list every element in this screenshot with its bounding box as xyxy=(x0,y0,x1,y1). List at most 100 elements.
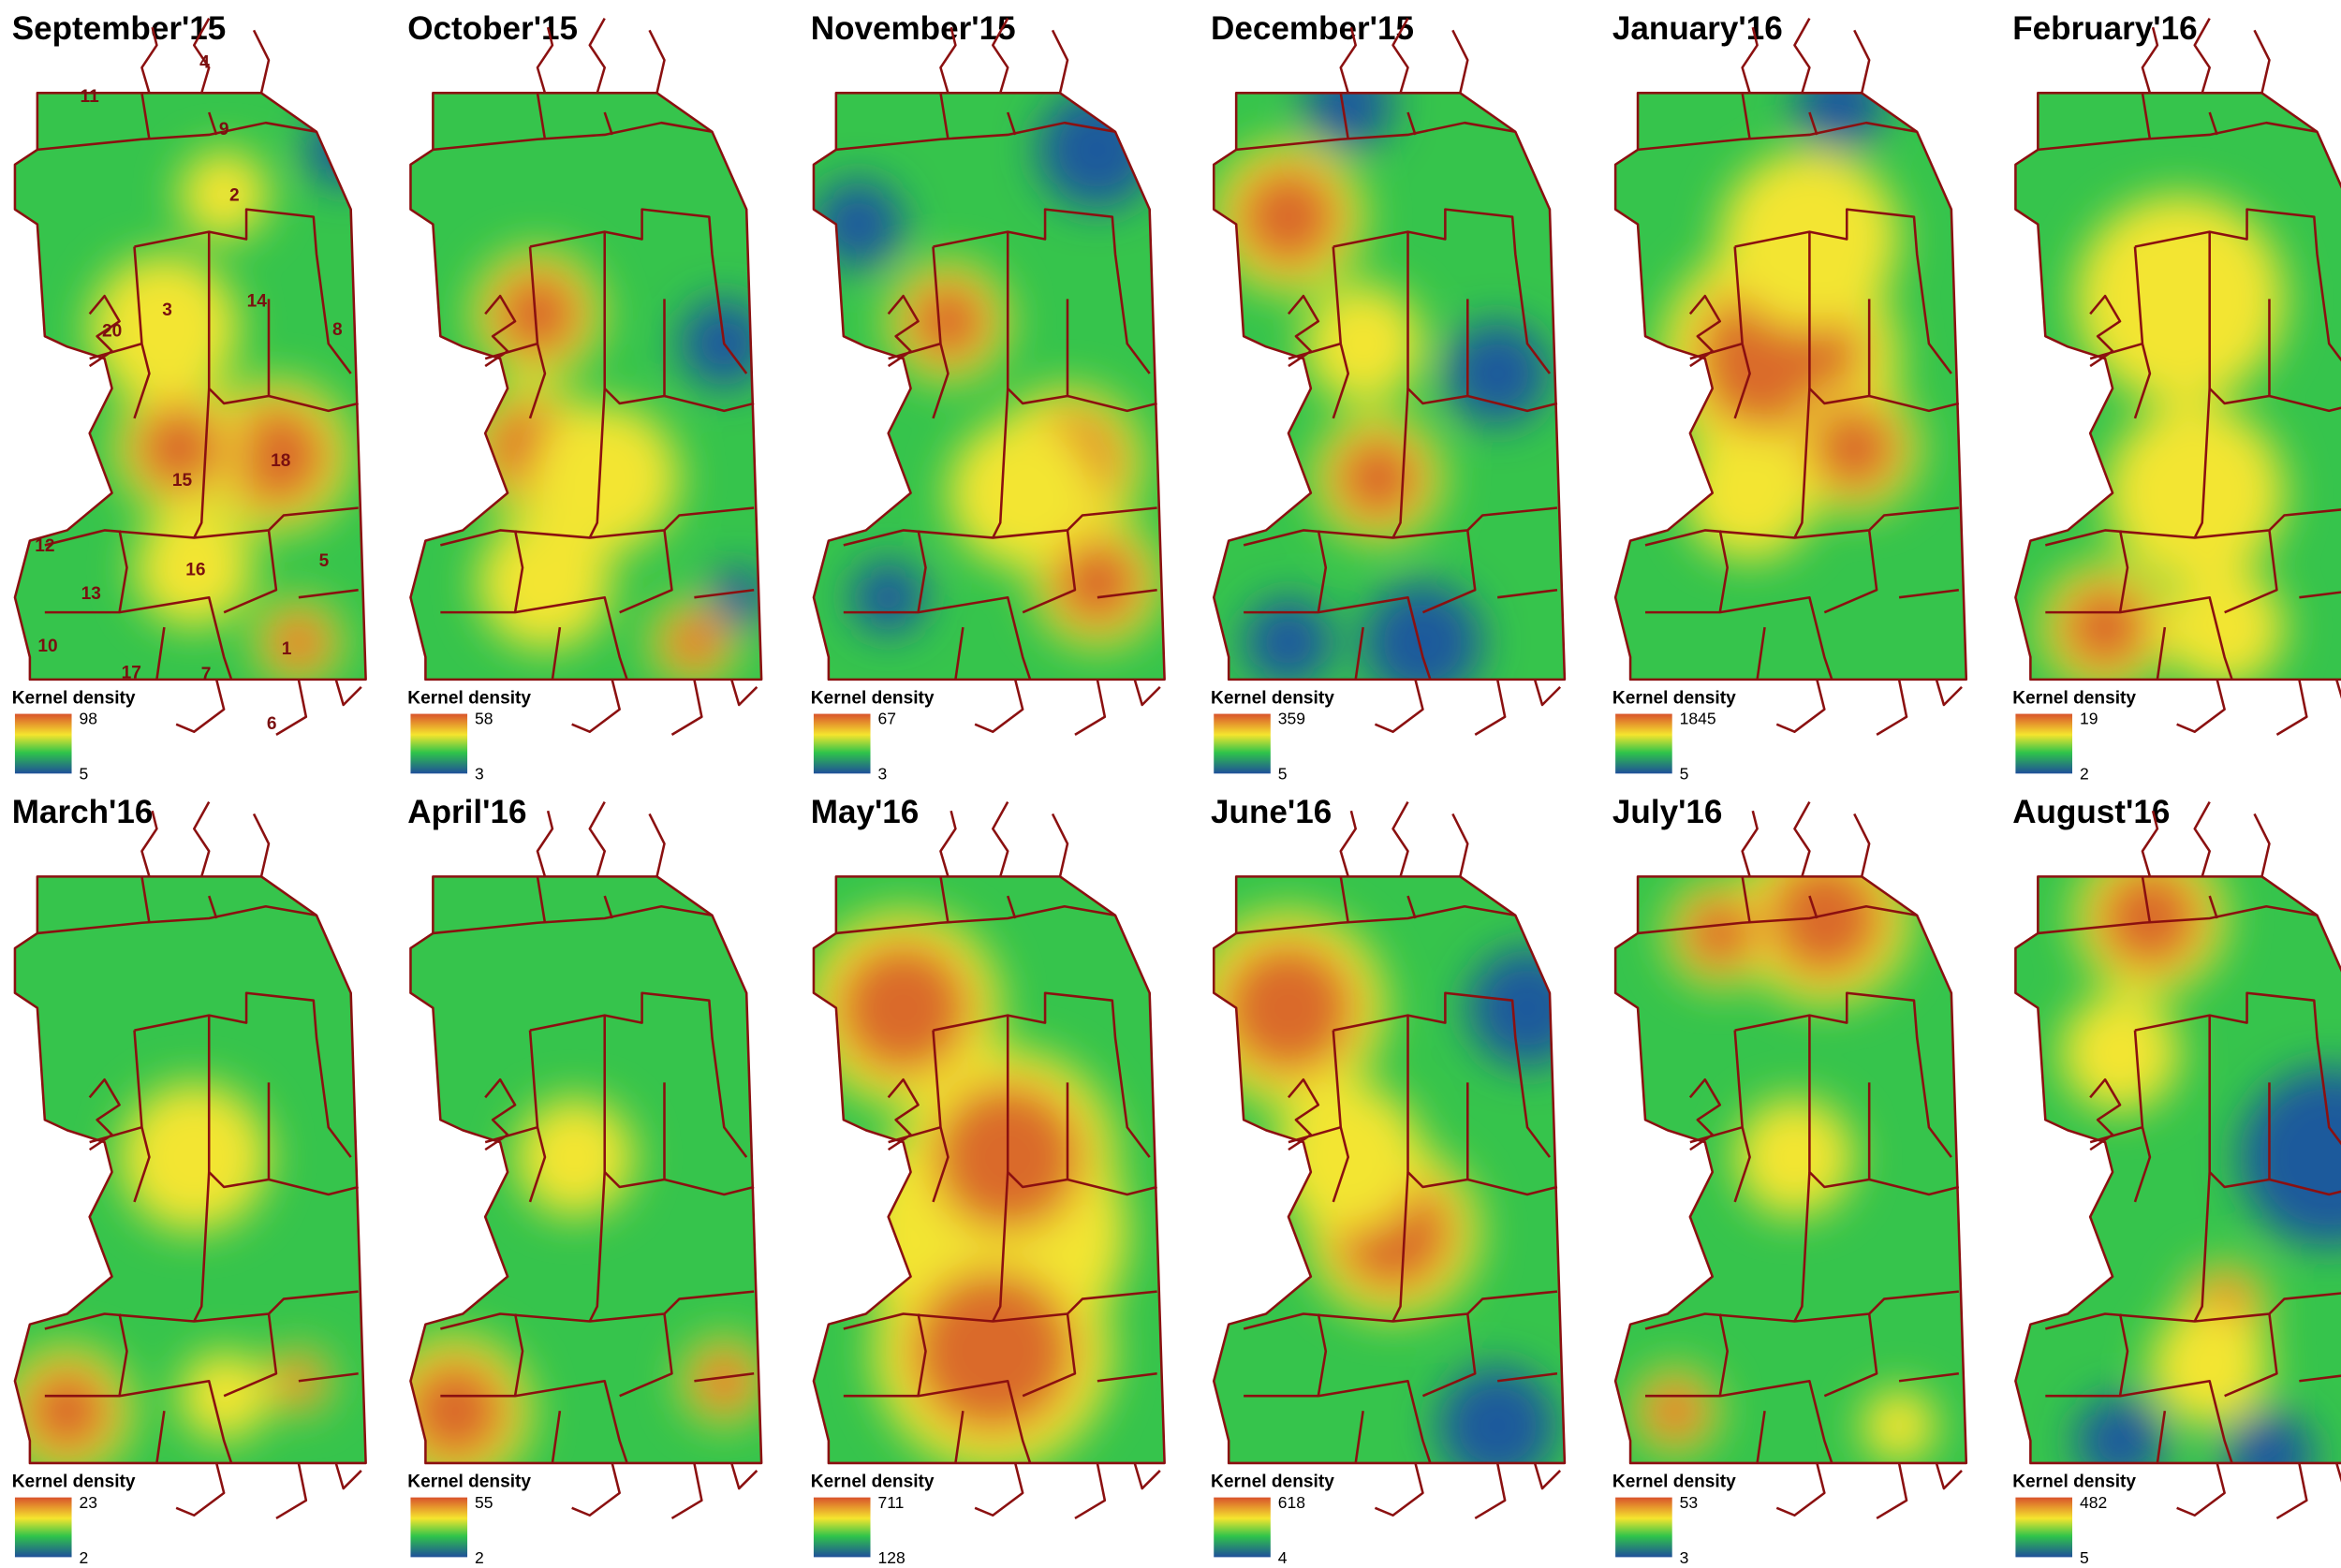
density-blob xyxy=(134,507,255,628)
legend-ramp xyxy=(14,713,72,774)
density-blob xyxy=(1303,93,1393,150)
density-blob xyxy=(905,279,991,363)
legend-title: Kernel density xyxy=(12,1472,136,1491)
map-panel: January'16 Kernel density 1845 5 xyxy=(1612,10,1968,784)
district-label: 14 xyxy=(247,292,268,312)
district-label: 17 xyxy=(122,664,141,683)
legend-ramp xyxy=(410,713,468,774)
district-label: 13 xyxy=(81,584,101,604)
district-label: 2 xyxy=(229,185,240,205)
legend-title: Kernel density xyxy=(811,1472,935,1491)
density-blob xyxy=(2149,1306,2270,1427)
density-blob xyxy=(119,1082,269,1232)
density-surface xyxy=(1214,876,1565,1463)
density-surface xyxy=(813,93,1165,680)
legend-min: 5 xyxy=(1278,765,1288,784)
legend-ramp xyxy=(1214,713,1271,774)
density-blob xyxy=(835,940,971,1076)
density-surface xyxy=(410,93,762,680)
density-blob xyxy=(478,515,612,651)
density-blob xyxy=(2075,194,2285,403)
density-blobs xyxy=(813,93,1163,648)
map-panel: September'15 4 11 9 2 14 3 20 8 18 15 12 16 5 13 10 1 17 7… xyxy=(12,10,367,784)
legend-min: 2 xyxy=(475,1548,484,1567)
density-surface xyxy=(1214,93,1565,680)
legend-max: 67 xyxy=(878,710,896,728)
density-blob xyxy=(1053,537,1142,628)
legend-max: 1845 xyxy=(1680,710,1716,728)
density-blob xyxy=(1303,284,1423,403)
legend-min: 3 xyxy=(1680,1548,1689,1567)
legend-max: 23 xyxy=(80,1493,97,1512)
density-blob xyxy=(1362,582,1483,680)
panel-title: May'16 xyxy=(811,794,920,830)
legend-ramp xyxy=(1615,1497,1672,1558)
density-blob xyxy=(493,269,582,359)
panel-title: March'16 xyxy=(12,794,154,830)
district-label: 15 xyxy=(172,471,193,491)
map-panel: April'16 Kernel density 55 2 xyxy=(407,794,763,1567)
density-blob xyxy=(1682,896,1758,971)
density-blob xyxy=(1764,876,1885,978)
density-surface xyxy=(410,876,762,1463)
legend-max: 98 xyxy=(80,710,97,728)
panel-title: August'16 xyxy=(2012,794,2170,830)
legend-title: Kernel density xyxy=(1612,1472,1736,1491)
density-blob xyxy=(530,403,680,553)
density-blob xyxy=(850,560,926,636)
legend-min: 2 xyxy=(2080,765,2089,784)
density-blob xyxy=(664,612,725,672)
district-label: 5 xyxy=(319,551,330,571)
panel-title: July'16 xyxy=(1612,794,1723,830)
district-label: 4 xyxy=(199,52,210,72)
legend-ramp xyxy=(1615,713,1672,774)
density-blob xyxy=(1794,93,1885,150)
density-blob xyxy=(1236,164,1341,270)
legend-title: Kernel density xyxy=(811,688,935,708)
legend-title: Kernel density xyxy=(1211,688,1334,708)
density-blob xyxy=(1467,947,1565,1068)
density-blob xyxy=(1645,1381,1705,1442)
density-surface xyxy=(2015,876,2341,1463)
district-label: 7 xyxy=(201,665,212,684)
density-surface xyxy=(14,876,366,1463)
density-surface xyxy=(1615,876,1966,1463)
density-blob xyxy=(1244,597,1333,680)
legend-title: Kernel density xyxy=(2012,1472,2136,1491)
legend-min: 5 xyxy=(1680,765,1689,784)
density-surface xyxy=(14,93,366,680)
legend-max: 53 xyxy=(1680,1493,1698,1512)
map-panel: February'16 Kernel density 19 2 xyxy=(2012,10,2341,784)
legend-max: 618 xyxy=(1278,1493,1305,1512)
map-panel: July'16 Kernel density 53 3 xyxy=(1612,794,1968,1567)
density-blob xyxy=(709,567,762,628)
panel-title: November'15 xyxy=(811,10,1016,47)
legend-title: Kernel density xyxy=(407,688,531,708)
district-label: 8 xyxy=(332,320,343,340)
legend-max: 19 xyxy=(2080,710,2098,728)
density-blob xyxy=(2060,992,2180,1113)
legend-min: 5 xyxy=(80,765,89,784)
legend-ramp xyxy=(813,713,871,774)
density-blob xyxy=(1332,432,1423,523)
density-blob xyxy=(1862,1388,1936,1463)
legend-ramp xyxy=(813,1497,871,1558)
density-blob xyxy=(22,1366,112,1456)
density-surface xyxy=(813,876,1165,1463)
density-blob xyxy=(410,1358,508,1463)
legend-title: Kernel density xyxy=(12,688,136,708)
density-blob xyxy=(1682,425,1818,561)
density-blob xyxy=(948,418,1097,568)
density-blob xyxy=(305,112,366,187)
map-panel: March'16 Kernel density 23 2 xyxy=(12,794,367,1567)
legend-min: 128 xyxy=(878,1548,905,1567)
district-label: 16 xyxy=(185,561,205,580)
district-label: 20 xyxy=(102,321,122,341)
panel-title: December'15 xyxy=(1211,10,1414,47)
density-blob xyxy=(89,254,240,403)
density-blob xyxy=(1038,93,1157,210)
district-label: 6 xyxy=(267,714,277,734)
